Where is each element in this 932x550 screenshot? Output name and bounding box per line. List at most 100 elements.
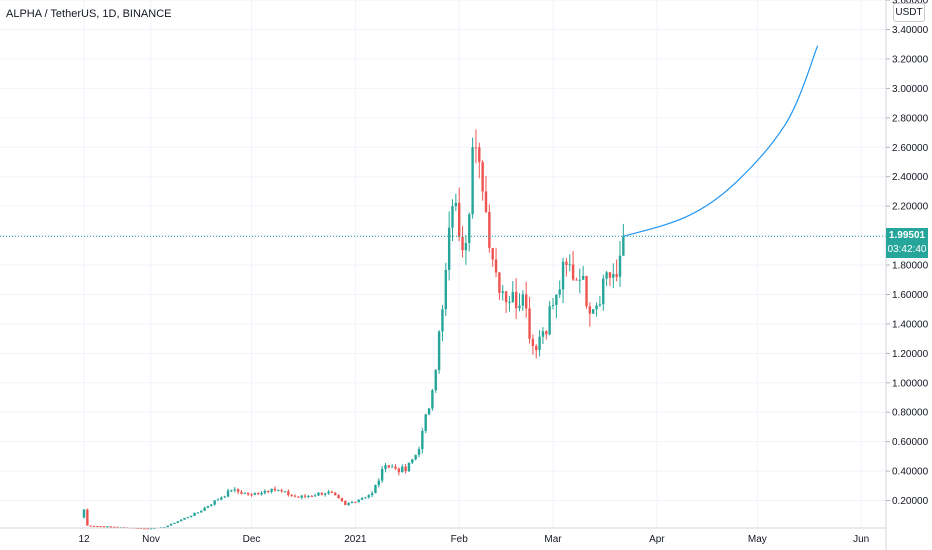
candle <box>458 187 461 242</box>
candle <box>404 464 407 474</box>
candle <box>327 489 330 495</box>
candle <box>391 464 394 468</box>
candle <box>270 488 273 494</box>
candle <box>501 284 504 301</box>
candle <box>287 489 290 497</box>
candle <box>595 302 598 317</box>
candle <box>96 525 99 528</box>
y-tick-label: 2.40000 <box>892 172 929 183</box>
candle <box>561 257 565 304</box>
candle <box>454 193 458 212</box>
candle <box>320 492 324 496</box>
time-axis[interactable]: 12 Nov Dec 2021 Feb Mar Apr May Jun <box>78 534 869 545</box>
candle <box>250 493 253 497</box>
candle <box>514 278 518 319</box>
candle <box>394 464 397 470</box>
candle <box>578 268 581 294</box>
y-tick-label: 1.80000 <box>892 261 929 272</box>
candle <box>568 254 571 272</box>
candle <box>310 495 313 497</box>
candle <box>246 492 250 496</box>
candle <box>548 301 551 336</box>
candle <box>598 296 602 308</box>
candle <box>387 465 391 469</box>
candle <box>300 494 303 500</box>
candle <box>434 369 437 393</box>
candle <box>417 446 421 458</box>
candle <box>223 495 226 498</box>
candle <box>461 225 464 258</box>
candle <box>283 490 287 493</box>
candle <box>210 504 213 507</box>
y-tick-label: 1.20000 <box>892 349 929 360</box>
candle <box>468 212 471 252</box>
y-tick-label: 1.60000 <box>892 290 929 301</box>
candle <box>504 291 508 313</box>
candle <box>226 488 230 498</box>
candle <box>551 297 555 310</box>
candle <box>317 492 320 496</box>
y-tick-label: 3.20000 <box>892 54 929 65</box>
currency-unit-button[interactable]: USDT <box>893 3 925 22</box>
x-tick-label: Apr <box>649 534 665 545</box>
candle <box>407 462 411 472</box>
candle <box>357 498 360 503</box>
y-tick-label: 1.00000 <box>892 378 929 389</box>
y-tick-label: 2.80000 <box>892 113 929 124</box>
y-tick-label: 0.40000 <box>892 467 929 478</box>
candle <box>581 266 585 280</box>
candle <box>203 506 206 511</box>
candle <box>280 488 283 493</box>
candle <box>196 512 200 514</box>
candle <box>230 489 233 493</box>
y-tick-label: 0.80000 <box>892 408 929 419</box>
candle-countdown: 03:42:40 <box>887 244 927 255</box>
projection-curve <box>623 45 819 237</box>
candle <box>478 142 481 179</box>
last-price-tag: 1.99501 03:42:40 <box>886 228 928 258</box>
candle <box>267 490 270 494</box>
candle <box>421 427 424 454</box>
candle <box>618 241 622 287</box>
candle <box>82 509 86 519</box>
candle <box>190 515 193 518</box>
candle <box>220 496 223 501</box>
candle <box>384 463 387 473</box>
candle <box>545 330 548 340</box>
y-tick-label: 1.40000 <box>892 319 929 330</box>
candle <box>370 491 374 497</box>
plot-background <box>0 0 886 528</box>
candle <box>380 465 384 483</box>
candle <box>441 305 444 342</box>
x-tick-label: Jun <box>853 534 869 545</box>
candle <box>347 502 350 506</box>
candle <box>471 137 474 219</box>
candle <box>354 501 357 504</box>
candle <box>102 526 106 528</box>
candle <box>89 525 92 527</box>
candle <box>518 293 521 312</box>
candle <box>213 500 216 506</box>
x-tick-label: 2021 <box>344 534 367 545</box>
candle <box>173 522 176 524</box>
candle <box>233 487 236 493</box>
candle <box>575 277 578 281</box>
y-tick-label: 0.60000 <box>892 437 929 448</box>
x-tick-label: May <box>748 534 767 545</box>
candle <box>307 494 310 499</box>
candle <box>367 494 370 499</box>
x-tick-label: Mar <box>544 534 562 545</box>
candle <box>334 491 337 496</box>
candle <box>166 525 169 528</box>
candle <box>525 281 528 318</box>
candle <box>484 176 488 214</box>
candle <box>350 501 354 504</box>
candle <box>494 247 498 278</box>
x-tick-label: 12 <box>78 534 90 545</box>
y-tick-label: 0.20000 <box>892 496 929 507</box>
candle <box>451 199 454 242</box>
candle <box>538 330 541 357</box>
candles <box>82 129 625 530</box>
candle <box>337 494 340 499</box>
